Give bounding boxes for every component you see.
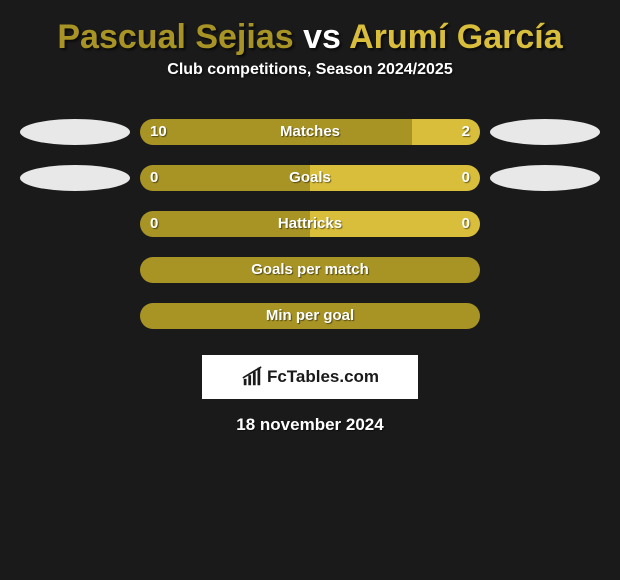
player1-name: Pascual Sejias	[57, 18, 293, 56]
stat-row: Goals per match	[0, 247, 620, 293]
bar-segment-left	[140, 119, 412, 145]
bar-segment-left	[140, 257, 480, 283]
brand-box[interactable]: FcTables.com	[202, 355, 418, 399]
subtitle: Club competitions, Season 2024/2025	[0, 61, 620, 79]
stat-bar: Goals per match	[140, 257, 480, 283]
chart-icon	[241, 366, 263, 388]
stat-bar: Goals00	[140, 165, 480, 191]
comparison-title: Pascual Sejias vs Arumí García	[0, 0, 620, 61]
player2-marker	[490, 165, 600, 191]
stat-row: Goals00	[0, 155, 620, 201]
vs-text: vs	[303, 18, 341, 56]
bar-segment-right	[310, 211, 480, 237]
bar-segment-left	[140, 303, 480, 329]
stat-rows: Matches102 Goals00 Hattricks00 Goals per ma…	[0, 109, 620, 339]
player2-name: Arumí García	[349, 18, 563, 56]
date-text: 18 november 2024	[0, 415, 620, 435]
player1-marker	[20, 119, 130, 145]
stat-row: Matches102	[0, 109, 620, 155]
bar-segment-right	[412, 119, 480, 145]
stat-bar: Matches102	[140, 119, 480, 145]
brand-text: FcTables.com	[267, 367, 379, 387]
bar-segment-left	[140, 211, 310, 237]
stat-row: Min per goal	[0, 293, 620, 339]
stat-bar: Min per goal	[140, 303, 480, 329]
player1-marker	[20, 165, 130, 191]
player2-marker	[490, 119, 600, 145]
bar-segment-left	[140, 165, 310, 191]
stat-bar: Hattricks00	[140, 211, 480, 237]
bar-segment-right	[310, 165, 480, 191]
stat-row: Hattricks00	[0, 201, 620, 247]
